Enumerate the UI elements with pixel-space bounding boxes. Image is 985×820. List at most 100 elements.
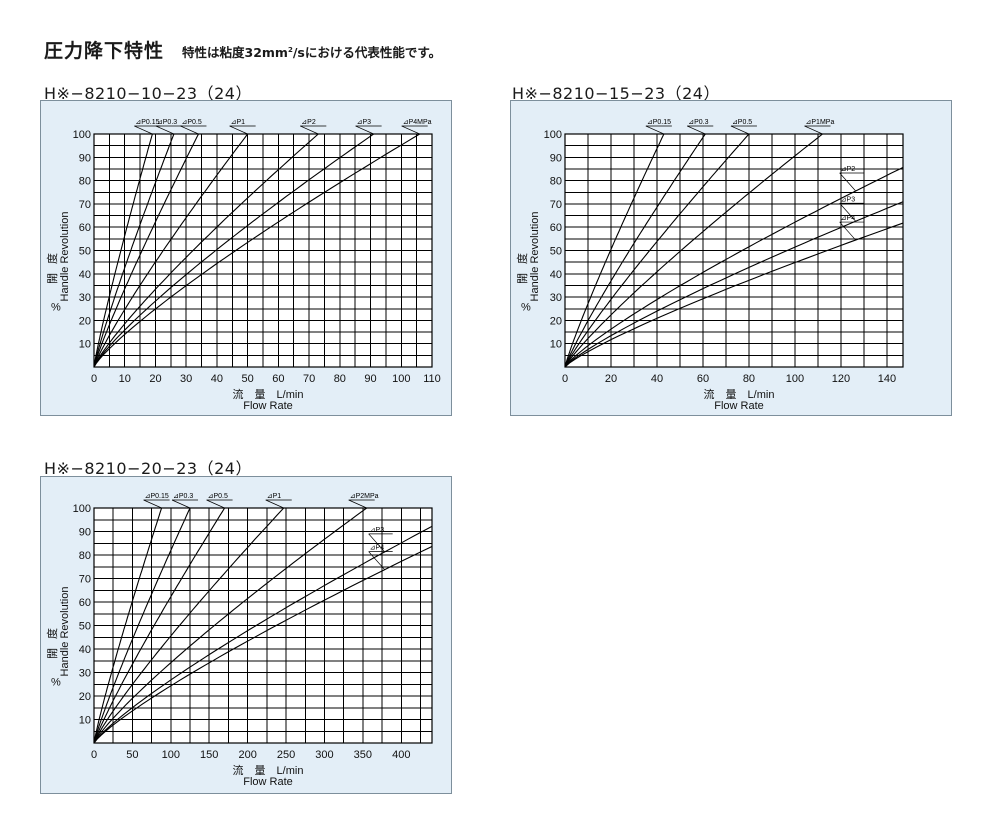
subtitle-superscript: 2 xyxy=(287,45,293,54)
y-axis-label-jp-1: 開 xyxy=(46,273,59,284)
x-tick-label: 120 xyxy=(832,373,850,385)
x-tick-label: 80 xyxy=(743,373,755,385)
series-label: ⊿P0.15 xyxy=(647,119,671,126)
x-axis-label-jp: 流 量 L/min xyxy=(233,763,304,777)
series-leader xyxy=(180,125,199,135)
series-label: ⊿P3 xyxy=(841,196,856,203)
series-line-6 xyxy=(93,133,374,368)
y-tick-label: 100 xyxy=(73,503,91,515)
y-axis-label-jp-2: 度 xyxy=(515,253,529,264)
series-leader xyxy=(804,125,823,135)
chart-1-plot: 10 20 30 40 50 60 70 80 90 100 0 10 20 30 40 50 60 70 80 90… xyxy=(45,119,441,412)
series-leader xyxy=(401,125,420,135)
series-line-7 xyxy=(93,133,420,368)
series-label: ⊿P0.5 xyxy=(181,119,201,126)
series-line-5 xyxy=(564,166,904,368)
subtitle-text-pre: 特性は粘度32mm xyxy=(182,45,288,60)
series-label: ⊿P0.5 xyxy=(732,119,752,126)
y-tick-label: 60 xyxy=(550,222,562,234)
series-label: ⊿P1MPa xyxy=(806,119,835,126)
y-axis-label-en: Handle Revolution xyxy=(529,212,541,302)
x-axis-label-en: Flow Rate xyxy=(243,400,293,412)
series-label: ⊿P0.3 xyxy=(688,119,708,126)
series-label: ⊿P3 xyxy=(357,119,372,126)
y-tick-label: 40 xyxy=(550,269,562,281)
x-tick-label: 350 xyxy=(354,749,372,761)
y-tick-label: 80 xyxy=(550,176,562,188)
y-tick-label: 60 xyxy=(79,222,91,234)
section-header: 圧力降下特性 特性は粘度32mm2/sにおける代表性能です。 xyxy=(44,36,441,63)
series-leader xyxy=(839,172,856,192)
x-axis-label-en: Flow Rate xyxy=(714,400,764,412)
y-tick-label: 100 xyxy=(73,129,91,141)
chart-1-svg: 10 20 30 40 50 60 70 80 90 100 0 10 20 30 40 50 60 70 80 90… xyxy=(45,119,441,412)
x-axis-label-jp: 流 量 L/min xyxy=(233,387,304,401)
series-line-4 xyxy=(93,507,285,744)
chart-1-model-title: H※−8210−10−23（24） xyxy=(44,84,252,103)
series-label: ⊿P4 xyxy=(841,215,856,222)
series-line-2 xyxy=(93,507,191,744)
chart-2-plot: 10 20 30 40 50 60 70 80 90 100 0 20 40 60 80 100 120 140 流… xyxy=(515,119,904,412)
chart-3-panel: 10 20 30 40 50 60 70 80 90 100 0 50 100 150 200 250 300 3… xyxy=(40,476,452,794)
series-leader xyxy=(348,499,367,509)
series-leader xyxy=(687,125,706,135)
x-tick-label: 400 xyxy=(392,749,410,761)
series-leader xyxy=(730,125,750,135)
series-label: ⊿P0.15 xyxy=(145,493,169,500)
y-tick-label: 40 xyxy=(79,644,91,656)
series-label: ⊿P0.3 xyxy=(157,119,177,126)
y-tick-label: 80 xyxy=(79,550,91,562)
y-tick-label: 70 xyxy=(550,199,562,211)
y-tick-label: 80 xyxy=(79,176,91,188)
section-subtitle: 特性は粘度32mm2/sにおける代表性能です。 xyxy=(182,42,441,61)
chart-2-svg: 10 20 30 40 50 60 70 80 90 100 0 20 40 60 80 100 120 140 流… xyxy=(515,119,904,412)
x-tick-label: 40 xyxy=(211,373,223,385)
series-label: ⊿P0.15 xyxy=(135,119,159,126)
x-tick-label: 300 xyxy=(315,749,333,761)
y-tick-label: 70 xyxy=(79,574,91,586)
series-leader xyxy=(171,499,191,509)
series-leader xyxy=(134,125,153,135)
x-tick-label: 70 xyxy=(303,373,315,385)
series-label: ⊿P2 xyxy=(841,166,856,173)
series-label: ⊿P2MPa xyxy=(350,493,379,500)
x-tick-label: 250 xyxy=(277,749,295,761)
series-leader xyxy=(355,125,374,135)
x-tick-label: 90 xyxy=(364,373,376,385)
y-tick-label: 70 xyxy=(79,199,91,211)
series-line-6 xyxy=(564,201,904,368)
series-leader xyxy=(839,203,856,222)
chart-3-svg: 10 20 30 40 50 60 70 80 90 100 0 50 100 150 200 250 300 3… xyxy=(45,493,433,788)
series-leader xyxy=(368,551,385,570)
series-leader xyxy=(155,125,175,135)
x-tick-label: 200 xyxy=(238,749,256,761)
y-axis-label-jp-1: 開 xyxy=(516,273,529,284)
y-tick-label: 50 xyxy=(79,621,91,633)
section-title: 圧力降下特性 xyxy=(44,40,165,62)
plot-border xyxy=(93,133,433,368)
y-axis-label-jp-1: 開 xyxy=(46,648,59,659)
x-tick-label: 150 xyxy=(200,749,218,761)
series-line-4 xyxy=(564,133,823,368)
y-tick-label: 20 xyxy=(79,315,91,327)
x-tick-label: 0 xyxy=(91,373,97,385)
y-tick-label: 90 xyxy=(79,527,91,539)
x-tick-label: 100 xyxy=(162,749,180,761)
y-tick-label: 10 xyxy=(79,339,91,351)
subtitle-text-post: /sにおける代表性能です。 xyxy=(292,45,442,60)
x-tick-label: 110 xyxy=(423,373,441,385)
series-leader xyxy=(839,221,856,241)
y-axis-label-percent: % xyxy=(51,302,61,314)
y-tick-label: 50 xyxy=(550,246,562,258)
y-tick-label: 40 xyxy=(79,269,91,281)
series-line-1 xyxy=(93,133,153,368)
plot-border xyxy=(93,507,433,744)
chart-2-panel: 10 20 30 40 50 60 70 80 90 100 0 20 40 60 80 100 120 140 流… xyxy=(510,100,952,416)
series-line-1 xyxy=(93,507,163,744)
y-axis-label-percent: % xyxy=(51,677,61,689)
series-label: ⊿P2 xyxy=(301,119,316,126)
series-line-1 xyxy=(564,133,665,368)
y-axis-label-jp-2: 度 xyxy=(45,253,59,264)
y-tick-label: 90 xyxy=(550,152,562,164)
series-line-3 xyxy=(93,507,226,744)
